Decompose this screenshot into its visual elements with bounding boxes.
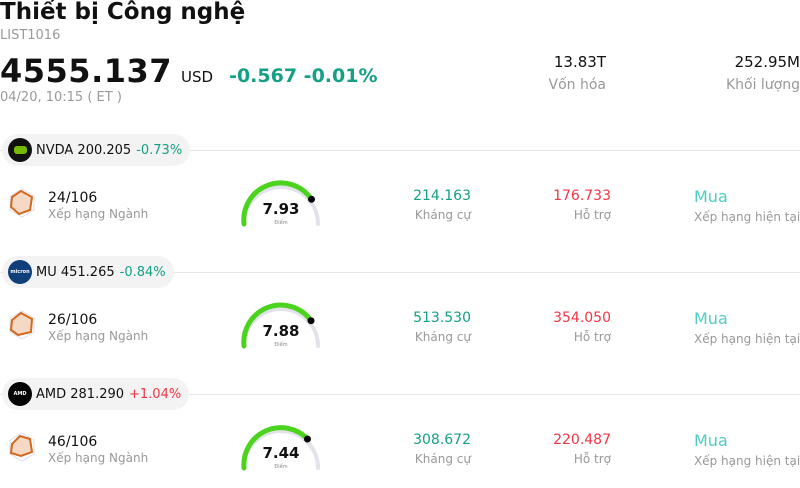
score-gauge <box>241 425 320 471</box>
rating-label: Xếp hạng hiện tại <box>694 454 800 468</box>
industry-rank-label: Xếp hạng Ngành <box>48 329 149 343</box>
score-gauge <box>241 180 320 227</box>
resistance-value: 308.672 <box>413 432 471 448</box>
industry-rank-icon <box>9 432 35 462</box>
ticker-price: AMD 281.290 <box>36 386 125 402</box>
resistance-value: 214.163 <box>413 188 471 204</box>
stock-pill-nvda[interactable]: NVDA 200.205 -0.73% <box>2 134 191 166</box>
rating-value: Mua <box>694 187 728 206</box>
currency: USD <box>181 68 214 86</box>
resistance-label: Kháng cự <box>414 208 471 222</box>
industry-rank-value: 26/106 <box>48 312 98 328</box>
resistance-label: Kháng cự <box>414 330 471 344</box>
volume-stat: 252.95M Khối lượng <box>726 53 800 93</box>
market-cap-stat: 13.83T Vốn hóa <box>549 53 606 93</box>
industry-rank-label: Xếp hạng Ngành <box>48 451 149 465</box>
support-value: 220.487 <box>553 432 611 448</box>
rating-label: Xếp hạng hiện tại <box>694 332 800 346</box>
index-price: 4555.137 <box>0 52 173 90</box>
page-title: Thiết bị Công nghệ <box>0 0 246 25</box>
market-cap-value: 13.83T <box>553 53 606 71</box>
nvidia-logo-icon <box>8 138 32 162</box>
support-value: 354.050 <box>553 310 611 326</box>
industry-rank-value: 24/106 <box>48 190 98 206</box>
stock-section-amd: AMD AMD 281.290 +1.04% 46/106 Xếp hạng N… <box>0 378 800 488</box>
support-label: Hỗ trợ <box>573 452 611 466</box>
volume-value: 252.95M <box>734 53 800 71</box>
divider <box>0 394 800 395</box>
score-value: 7.44 <box>262 444 300 462</box>
list-code: LIST1016 <box>0 28 61 43</box>
score-value: 7.88 <box>262 322 300 340</box>
price-change: -0.567 -0.01% <box>229 65 378 87</box>
rating-value: Mua <box>694 309 728 328</box>
industry-rank-icon <box>9 310 35 340</box>
score-label: Điểm <box>274 342 288 348</box>
support-label: Hỗ trợ <box>573 330 611 344</box>
rating-value: Mua <box>694 431 728 450</box>
stock-section-nvda: NVDA 200.205 -0.73% 24/106 Xếp hạng Ngàn… <box>0 134 800 256</box>
price-row: 4555.137 USD -0.567 -0.01% <box>0 52 377 90</box>
score-label: Điểm <box>274 220 288 226</box>
industry-rank-value: 46/106 <box>48 434 98 450</box>
divider <box>0 150 800 151</box>
ticker-change: -0.73% <box>136 142 183 158</box>
support-label: Hỗ trợ <box>573 208 611 222</box>
stock-section-mu: micron MU 451.265 -0.84% 26/106 Xếp hạng… <box>0 256 800 378</box>
amd-logo-icon: AMD <box>8 382 32 406</box>
market-cap-label: Vốn hóa <box>548 77 606 93</box>
stock-pill-amd[interactable]: AMD AMD 281.290 +1.04% <box>2 378 190 410</box>
volume-label: Khối lượng <box>725 77 800 93</box>
score-value: 7.93 <box>262 200 300 218</box>
timestamp: 04/20, 10:15 ( ET ) <box>0 90 122 105</box>
ticker-change: -0.84% <box>119 264 166 280</box>
ticker-price: NVDA 200.205 <box>36 142 132 158</box>
rating-label: Xếp hạng hiện tại <box>694 210 800 224</box>
resistance-value: 513.530 <box>413 310 471 326</box>
ticker-change: +1.04% <box>129 386 182 402</box>
ticker-price: MU 451.265 <box>36 264 115 280</box>
stock-pill-mu[interactable]: micron MU 451.265 -0.84% <box>2 256 174 288</box>
score-gauge <box>241 302 320 349</box>
industry-rank-label: Xếp hạng Ngành <box>48 207 149 221</box>
score-label: Điểm <box>274 464 288 470</box>
industry-rank-icon <box>9 188 35 218</box>
resistance-label: Kháng cự <box>414 452 471 466</box>
micron-logo-icon: micron <box>8 260 32 284</box>
support-value: 176.733 <box>553 188 611 204</box>
divider <box>0 272 800 273</box>
